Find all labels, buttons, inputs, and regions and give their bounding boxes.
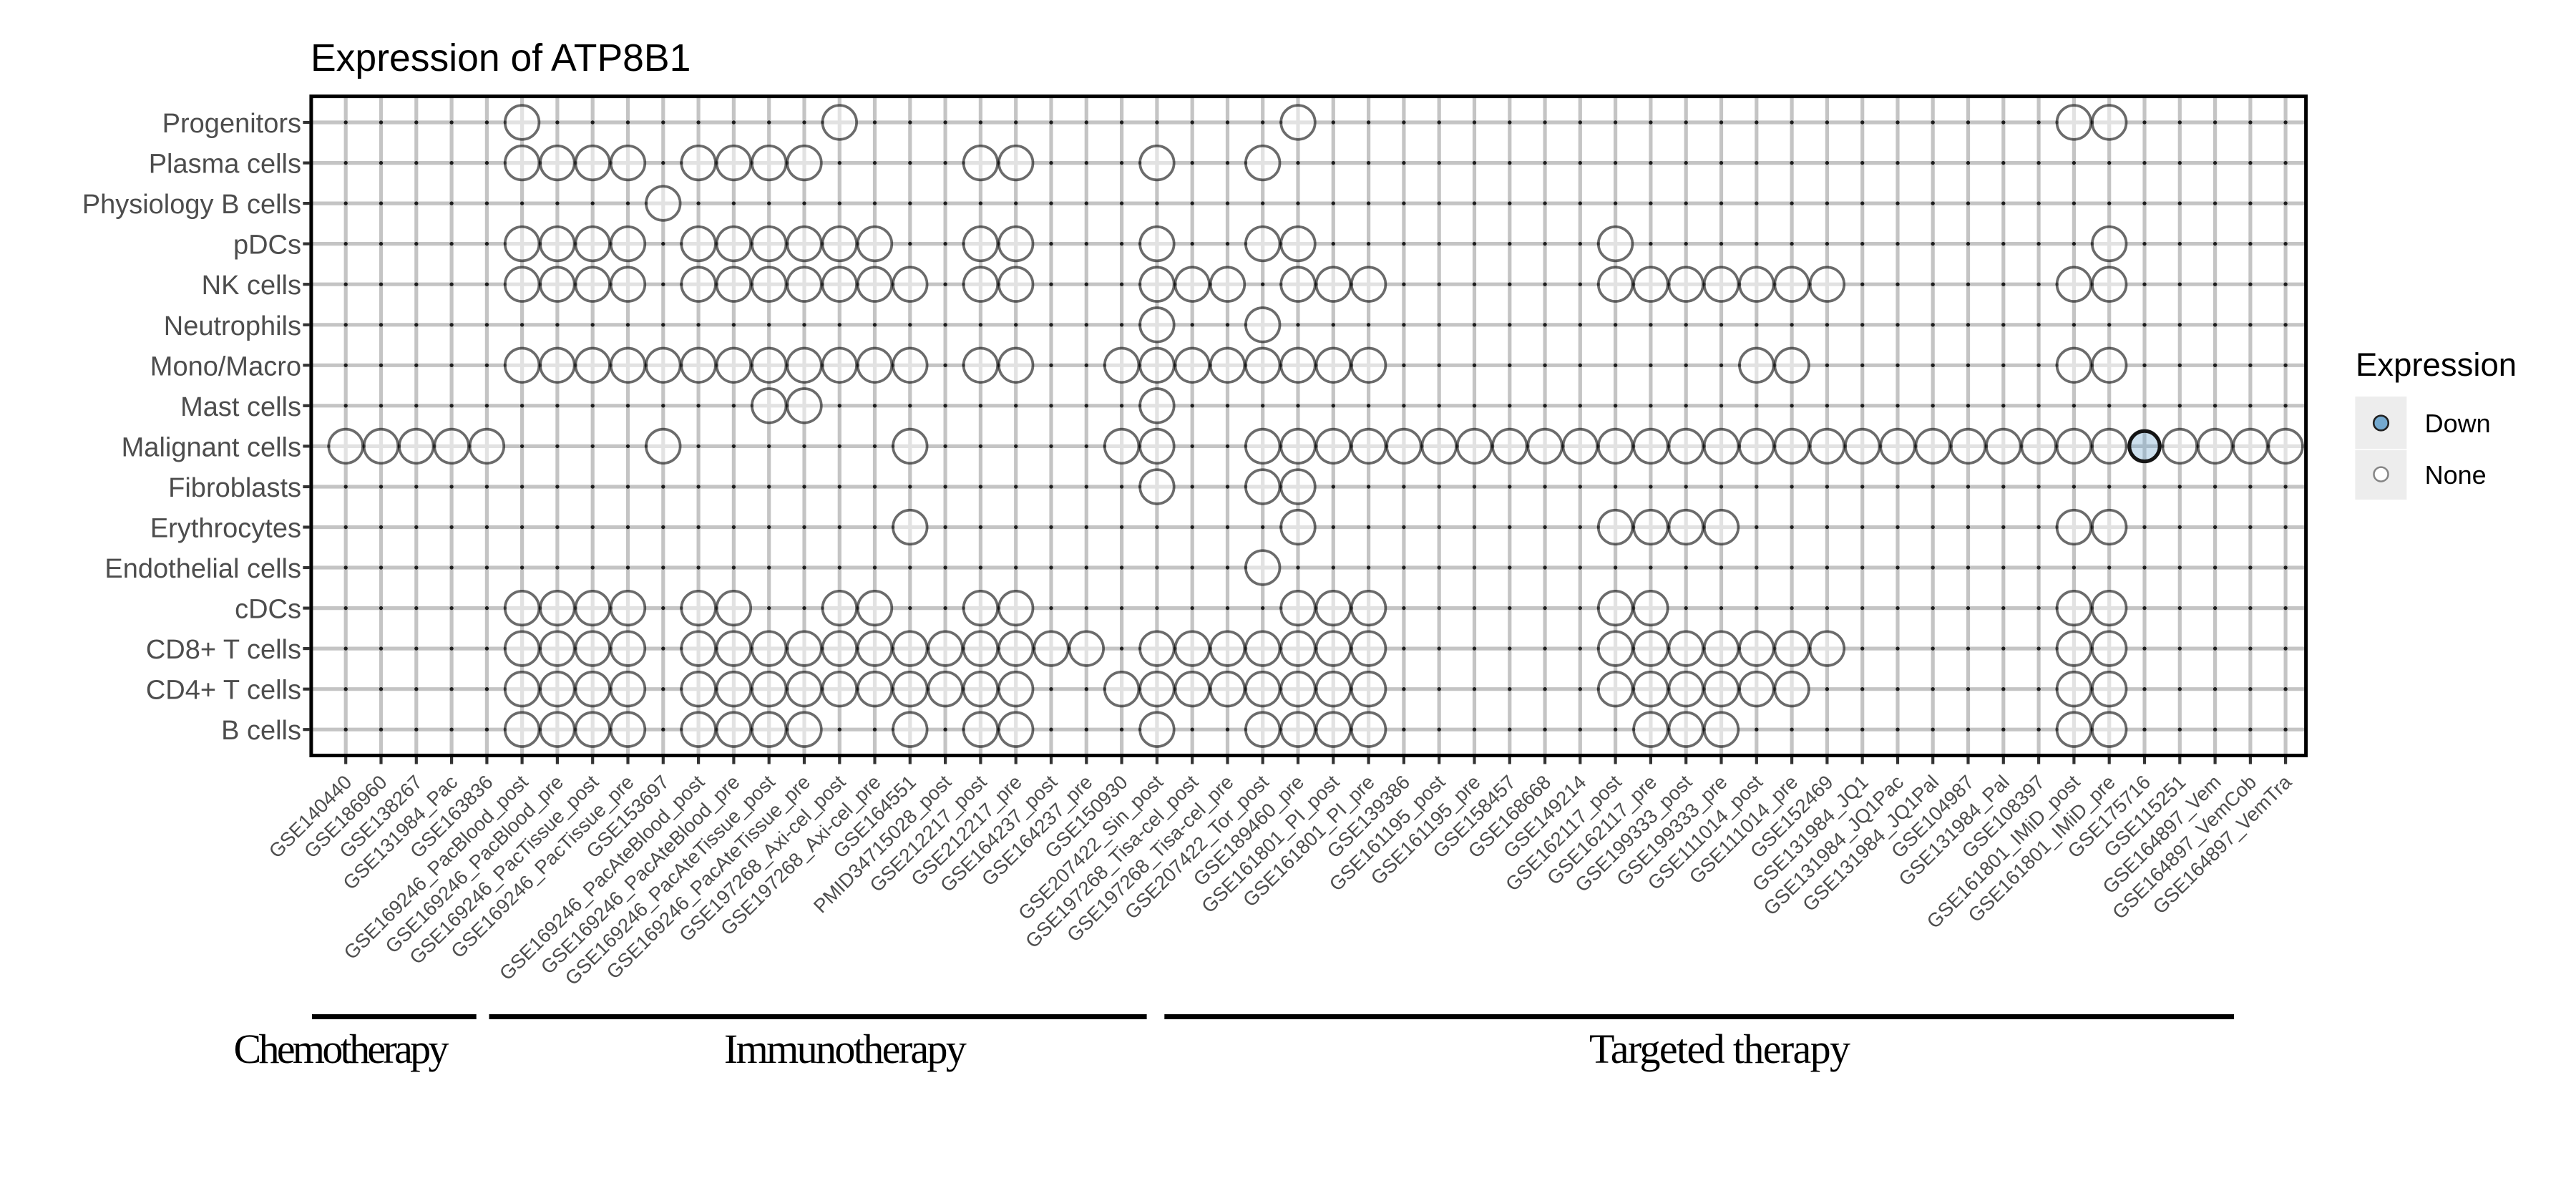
svg-text:Physiology B cells: Physiology B cells — [82, 190, 301, 220]
svg-text:None: None — [2425, 460, 2487, 490]
svg-text:CD8+ T cells: CD8+ T cells — [146, 635, 301, 665]
svg-text:Fibroblasts: Fibroblasts — [168, 473, 301, 503]
svg-text:cDCs: cDCs — [235, 595, 301, 625]
svg-text:Mono/Macro: Mono/Macro — [150, 351, 301, 381]
svg-text:Malignant cells: Malignant cells — [122, 432, 301, 462]
svg-text:Plasma cells: Plasma cells — [149, 150, 301, 180]
svg-text:Immunotherapy: Immunotherapy — [724, 1026, 967, 1072]
svg-text:Progenitors: Progenitors — [162, 109, 301, 139]
svg-text:Targeted therapy: Targeted therapy — [1589, 1026, 1850, 1072]
svg-text:Neutrophils: Neutrophils — [164, 311, 301, 341]
svg-text:Down: Down — [2425, 409, 2491, 438]
svg-text:Expression: Expression — [2356, 346, 2517, 383]
svg-text:Mast cells: Mast cells — [180, 392, 301, 422]
svg-text:B cells: B cells — [221, 716, 301, 746]
svg-text:CD4+ T cells: CD4+ T cells — [146, 676, 301, 706]
svg-text:Chemotherapy: Chemotherapy — [234, 1026, 449, 1072]
svg-text:Expression of ATP8B1: Expression of ATP8B1 — [311, 37, 691, 79]
svg-text:Endothelial cells: Endothelial cells — [104, 554, 301, 584]
svg-text:pDCs: pDCs — [233, 230, 301, 261]
svg-text:NK cells: NK cells — [202, 271, 301, 301]
svg-text:Erythrocytes: Erythrocytes — [150, 514, 301, 544]
